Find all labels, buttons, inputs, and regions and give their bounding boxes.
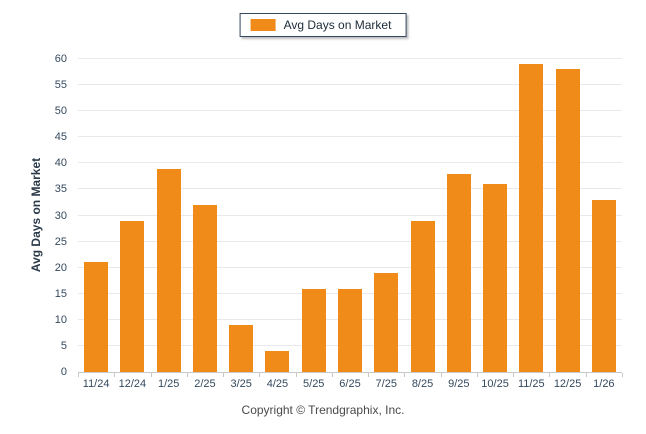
axis-tick-mark xyxy=(476,373,478,377)
x-tick-label: 5/25 xyxy=(303,378,325,390)
x-tick-label: 1/26 xyxy=(593,378,615,390)
bar-1/25 xyxy=(156,168,181,372)
axis-tick-mark xyxy=(78,373,79,377)
x-tick-label: 2/25 xyxy=(194,378,216,390)
bar-9/25 xyxy=(446,173,471,372)
y-axis-tick-labels: 0 5 10 15 20 25 30 35 40 45 50 55 60 xyxy=(0,53,71,378)
axis-tick-mark xyxy=(331,373,333,377)
bar-11/25 xyxy=(519,64,544,372)
y-tick-label: 60 xyxy=(54,53,67,65)
axis-tick-mark xyxy=(622,373,623,377)
x-tick-label: 11/25 xyxy=(517,378,545,390)
axis-tick-mark xyxy=(150,373,152,377)
axis-tick-mark xyxy=(186,373,188,377)
y-tick-label: 40 xyxy=(54,157,67,170)
x-tick-label: 1/25 xyxy=(157,378,180,390)
y-tick-label: 5 xyxy=(60,339,67,352)
gridline xyxy=(78,136,622,138)
legend-label: Avg Days on Market xyxy=(283,18,392,32)
y-tick-label: 45 xyxy=(54,131,67,144)
bar-5/25 xyxy=(301,288,326,372)
x-axis-tick-labels: 11/24 12/24 1/25 2/25 3/25 4/25 5/25 6/25 7/25 8/… xyxy=(78,378,622,390)
x-tick-label: 4/25 xyxy=(266,378,289,390)
y-tick-label: 20 xyxy=(54,261,67,274)
x-tick-label: 3/25 xyxy=(230,378,252,390)
gridline xyxy=(78,214,622,216)
y-tick-label: 15 xyxy=(54,287,67,300)
gridline xyxy=(78,266,622,268)
bar-10/25 xyxy=(483,184,508,372)
bar-4/25 xyxy=(265,351,290,372)
bar-series xyxy=(78,59,622,372)
axis-tick-mark xyxy=(404,373,406,377)
gridline xyxy=(78,162,622,164)
bar-11/24 xyxy=(84,262,109,372)
bar-6/25 xyxy=(337,288,362,372)
x-tick-label: 11/24 xyxy=(82,378,110,390)
y-tick-label: 50 xyxy=(54,105,67,118)
legend: Avg Days on Market xyxy=(239,13,407,37)
axis-tick-mark xyxy=(368,373,370,377)
axis-tick-mark xyxy=(295,373,297,377)
x-tick-label: 12/24 xyxy=(118,378,147,390)
x-tick-label: 10/25 xyxy=(481,378,509,390)
y-tick-label: 55 xyxy=(54,79,67,92)
bar-2/25 xyxy=(192,205,217,372)
x-tick-label: 7/25 xyxy=(375,378,397,390)
x-axis-line xyxy=(78,372,622,373)
axis-tick-mark xyxy=(549,373,551,377)
axis-tick-mark xyxy=(585,373,587,377)
x-axis-ticks xyxy=(78,373,623,377)
y-tick-label: 0 xyxy=(60,366,67,378)
copyright-text: Copyright © Trendgraphix, Inc. xyxy=(241,403,405,417)
legend-color-swatch xyxy=(250,19,276,31)
bar-8/25 xyxy=(410,220,435,372)
x-tick-label: 8/25 xyxy=(411,378,434,390)
axis-tick-mark xyxy=(513,373,515,377)
plot-area xyxy=(78,58,622,373)
gridline xyxy=(78,110,622,112)
gridline xyxy=(78,58,622,59)
bar-7/25 xyxy=(374,272,399,372)
y-tick-label: 35 xyxy=(54,183,67,196)
gridline xyxy=(78,188,622,190)
y-tick-label: 30 xyxy=(54,209,67,222)
x-tick-label: 12/25 xyxy=(553,378,582,390)
gridline xyxy=(78,84,622,86)
x-tick-label: 6/25 xyxy=(339,378,361,390)
axis-tick-mark xyxy=(259,373,261,377)
bar-12/24 xyxy=(120,220,145,372)
axis-tick-mark xyxy=(440,373,442,377)
bar-12/25 xyxy=(555,69,580,372)
y-tick-label: 10 xyxy=(54,313,67,326)
bar-1/26 xyxy=(591,199,616,372)
y-tick-label: 25 xyxy=(54,235,67,248)
bar-3/25 xyxy=(229,325,254,372)
gridline xyxy=(78,240,622,242)
axis-tick-mark xyxy=(114,373,116,377)
axis-tick-mark xyxy=(223,373,225,377)
x-tick-label: 9/25 xyxy=(448,378,470,390)
